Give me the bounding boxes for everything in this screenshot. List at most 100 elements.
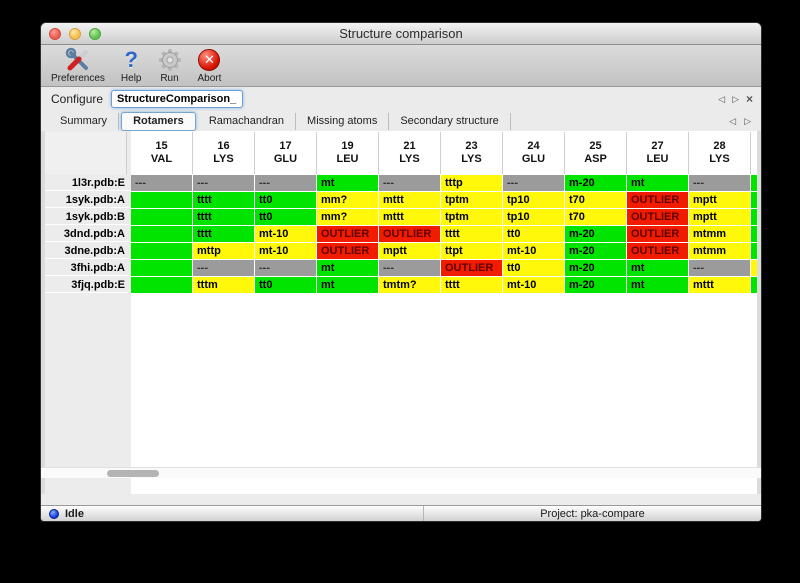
column-header-17[interactable]: 17 GLU [255,132,317,174]
column-header-27[interactable]: 27 LEU [627,132,689,174]
rotamer-cell[interactable] [131,192,192,208]
minimize-window-button[interactable] [69,27,81,40]
tab-missing-atoms[interactable]: Missing atoms [296,112,390,130]
column-header-24[interactable]: 24 GLU [503,132,565,174]
preferences-button[interactable]: Preferences [51,47,105,84]
row-label[interactable]: 1l3r.pdb:E [45,175,131,191]
column-header-16[interactable]: 16 LYS [193,132,255,174]
column-header-19[interactable]: 19 LEU [317,132,379,174]
rotamer-cell[interactable]: mptt [689,192,750,208]
rotamer-cell[interactable]: OUTLIER [627,226,688,242]
horizontal-scrollbar[interactable] [41,467,761,478]
rotamer-cell[interactable]: m-20 [565,175,626,191]
rotamer-cell[interactable]: --- [193,260,254,276]
rotamer-cell[interactable]: mm? [317,192,378,208]
rotamer-cell[interactable]: mptt [379,243,440,259]
rotamer-cell[interactable]: mttt [689,277,750,293]
run-button[interactable]: Run [158,47,182,84]
page-prev-icon[interactable]: ◁ [718,93,726,104]
rotamer-cell[interactable]: mt-10 [503,277,564,293]
row-label[interactable]: 3dnd.pdb:A [45,226,131,242]
row-label[interactable]: 3fjq.pdb:E [45,277,131,293]
tabs-next-icon[interactable]: ▷ [744,115,751,126]
rotamer-cell[interactable]: t70 [565,192,626,208]
rotamer-cell[interactable]: --- [379,175,440,191]
abort-button[interactable]: ✕ Abort [198,47,221,84]
rotamer-cell[interactable]: OUTLIER [379,226,440,242]
rotamer-cell-clipped[interactable] [751,175,757,191]
rotamer-cell[interactable]: m-20 [565,277,626,293]
rotamer-cell[interactable] [131,260,192,276]
rotamer-cell[interactable]: mt-10 [255,243,316,259]
rotamer-cell[interactable] [131,277,192,293]
rotamer-cell[interactable]: m-20 [565,260,626,276]
row-label[interactable]: 3dne.pdb:A [45,243,131,259]
rotamer-cell[interactable]: mt [627,175,688,191]
title-bar[interactable]: Structure comparison [41,23,761,45]
rotamer-cell[interactable]: tt0 [255,277,316,293]
rotamer-cell[interactable]: tttt [441,226,502,242]
rotamer-cell[interactable]: tt0 [503,226,564,242]
rotamer-cell[interactable]: mttp [193,243,254,259]
rotamer-cell[interactable]: tp10 [503,209,564,225]
rotamer-cell[interactable]: OUTLIER [317,243,378,259]
rotamer-cell[interactable]: --- [255,175,316,191]
rotamer-cell-clipped[interactable] [751,277,757,293]
row-label[interactable]: 1syk.pdb:A [45,192,131,208]
column-header-23[interactable]: 23 LYS [441,132,503,174]
rotamer-cell-clipped[interactable] [751,209,757,225]
rotamer-cell[interactable]: tttp [441,175,502,191]
rotamer-cell[interactable] [131,209,192,225]
rotamer-cell[interactable]: tptm [441,209,502,225]
rotamer-cell[interactable]: tt0 [503,260,564,276]
rotamer-cell[interactable]: mt [627,260,688,276]
rotamer-cell[interactable]: mt [317,260,378,276]
rotamer-cell[interactable]: mm? [317,209,378,225]
rotamer-cell[interactable]: OUTLIER [317,226,378,242]
column-header-28[interactable]: 28 LYS [689,132,751,174]
rotamer-cell-clipped[interactable] [751,226,757,242]
rotamer-cell[interactable]: mt-10 [503,243,564,259]
rotamer-cell[interactable]: tmtm? [379,277,440,293]
page-next-icon[interactable]: ▷ [732,93,739,104]
tabs-prev-icon[interactable]: ◁ [729,115,737,126]
help-button[interactable]: ? Help [121,47,142,85]
row-label[interactable]: 3fhi.pdb:A [45,260,131,276]
rotamer-cell[interactable] [131,243,192,259]
rotamer-cell[interactable]: --- [131,175,192,191]
rotamer-cell[interactable]: tttt [441,277,502,293]
rotamer-cell-clipped[interactable] [751,243,757,259]
tab-secondary-structure[interactable]: Secondary structure [389,112,511,130]
rotamer-cell[interactable]: tt0 [255,209,316,225]
rotamer-cell[interactable]: --- [689,175,750,191]
configure-name-input[interactable] [111,90,244,108]
rotamer-cell[interactable]: tttt [193,209,254,225]
tab-ramachandran[interactable]: Ramachandran [198,112,297,130]
zoom-window-button[interactable] [89,27,101,40]
rotamer-cell[interactable]: --- [255,260,316,276]
rotamer-cell[interactable]: mt [627,277,688,293]
row-label[interactable]: 1syk.pdb:B [45,209,131,225]
rotamer-cell[interactable]: --- [689,260,750,276]
rotamer-cell[interactable]: --- [379,260,440,276]
rotamer-cell[interactable]: OUTLIER [627,243,688,259]
rotamer-cell[interactable]: ttpt [441,243,502,259]
rotamer-cell[interactable]: tttt [193,226,254,242]
rotamer-cell[interactable]: mt-10 [255,226,316,242]
rotamer-cell[interactable]: tptm [441,192,502,208]
scrollbar-thumb[interactable] [107,470,159,477]
tab-rotamers[interactable]: Rotamers [121,111,196,131]
page-close-icon[interactable]: × [745,92,753,106]
column-header-21[interactable]: 21 LYS [379,132,441,174]
rotamer-cell[interactable]: OUTLIER [627,192,688,208]
column-header-25[interactable]: 25 ASP [565,132,627,174]
rotamer-cell[interactable]: mt [317,175,378,191]
rotamer-cell[interactable]: --- [503,175,564,191]
rotamer-cell[interactable]: m-20 [565,226,626,242]
rotamer-cell[interactable]: tt0 [255,192,316,208]
rotamer-cell[interactable]: mttt [379,192,440,208]
rotamer-cell[interactable]: mtmm [689,243,750,259]
rotamer-cell[interactable]: mt [317,277,378,293]
rotamer-cell[interactable]: mttt [379,209,440,225]
column-header-15[interactable]: 15 VAL [131,132,193,174]
